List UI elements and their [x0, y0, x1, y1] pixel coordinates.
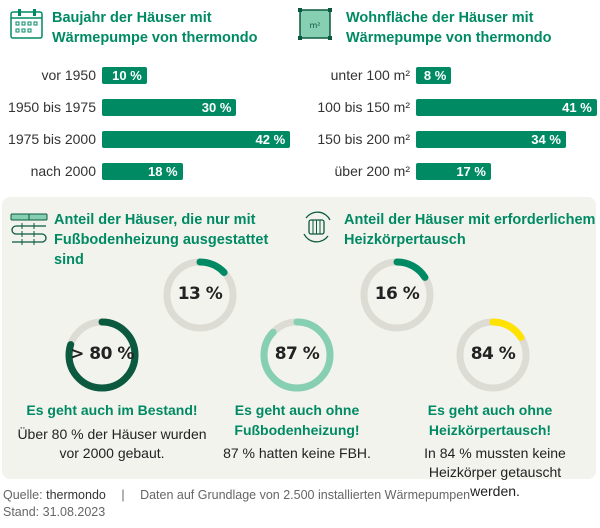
ring-finding-0-arc — [65, 318, 139, 392]
chart-title-wohnflaeche: Wohnfläche der Häuser mit Wärmepumpe von… — [346, 10, 552, 46]
category-label: unter 100 m² — [330, 67, 410, 83]
floor-area-icon: m² — [298, 8, 332, 40]
ring-label-ohne-tausch: 84 % — [470, 344, 516, 364]
finding-heading-ohne-tausch: Es geht auch ohne Heizkörpertausch! — [427, 402, 553, 438]
ring-label-ohne-fbh: 87 % — [274, 344, 320, 364]
ring-finding-1-arc — [260, 318, 334, 392]
category-label: 1975 bis 2000 — [8, 131, 96, 147]
footer-note: Daten auf Grundlage von 2.500 installier… — [140, 488, 471, 502]
bar: 42 % — [102, 131, 291, 148]
ring-fbh-arc — [163, 258, 237, 332]
category-label: 1950 bis 1975 — [8, 99, 96, 115]
ring-label-heizkoerper: 16 % — [374, 284, 420, 304]
ring-label-fbh: 13 % — [177, 284, 223, 304]
bar: 8 % — [416, 67, 452, 84]
footer-separator: | — [121, 488, 125, 502]
ring-label-bestand: > 80 % — [70, 344, 134, 364]
source-label: Quelle: — [3, 488, 43, 502]
finding-heading-bestand: Es geht auch im Bestand! — [26, 402, 198, 418]
bar: 41 % — [416, 99, 597, 116]
category-label: nach 2000 — [30, 163, 96, 179]
ring-finding-2-arc — [456, 318, 530, 392]
source-name: thermondo — [46, 488, 106, 502]
finding-text-ohne-fbh: 87 % hatten keine FBH. — [223, 445, 371, 461]
floor-area-icon-text: m² — [310, 21, 321, 30]
chart-title-baujahr: Baujahr der Häuser mit Wärmepumpe von th… — [52, 10, 258, 46]
ring-title-fbh: Anteil der Häuser, die nur mit Fußbodenh… — [54, 212, 269, 268]
category-label: 150 bis 200 m² — [317, 131, 410, 147]
finding-heading-ohne-fbh: Es geht auch ohne Fußbodenheizung! — [234, 402, 360, 438]
radiator-swap-icon — [303, 211, 331, 243]
ring-heizkoerper-arc — [360, 258, 434, 332]
category-label: über 200 m² — [334, 163, 410, 179]
calendar-icon — [10, 9, 43, 39]
findings-panel — [2, 197, 596, 479]
bar: 30 % — [102, 99, 237, 116]
category-label: 100 bis 150 m² — [317, 99, 410, 115]
finding-text-bestand: Über 80 % der Häuser wurden vor 2000 geb… — [17, 426, 207, 461]
bar: 17 % — [416, 163, 491, 180]
floor-heating-icon — [10, 213, 48, 245]
bar: 10 % — [102, 67, 147, 84]
bar: 34 % — [416, 131, 566, 148]
category-label: vor 1950 — [41, 67, 96, 83]
finding-text-ohne-tausch: In 84 % mussten keine Heizkörper getausc… — [424, 445, 566, 499]
footer-source: Quelle: thermondo | Daten auf Grundlage … — [3, 487, 470, 504]
ring-title-heizkoerper: Anteil der Häuser mit erforderlichem Hei… — [344, 212, 596, 248]
footer-date: Stand: 31.08.2023 — [3, 505, 106, 519]
bar: 18 % — [102, 163, 183, 180]
